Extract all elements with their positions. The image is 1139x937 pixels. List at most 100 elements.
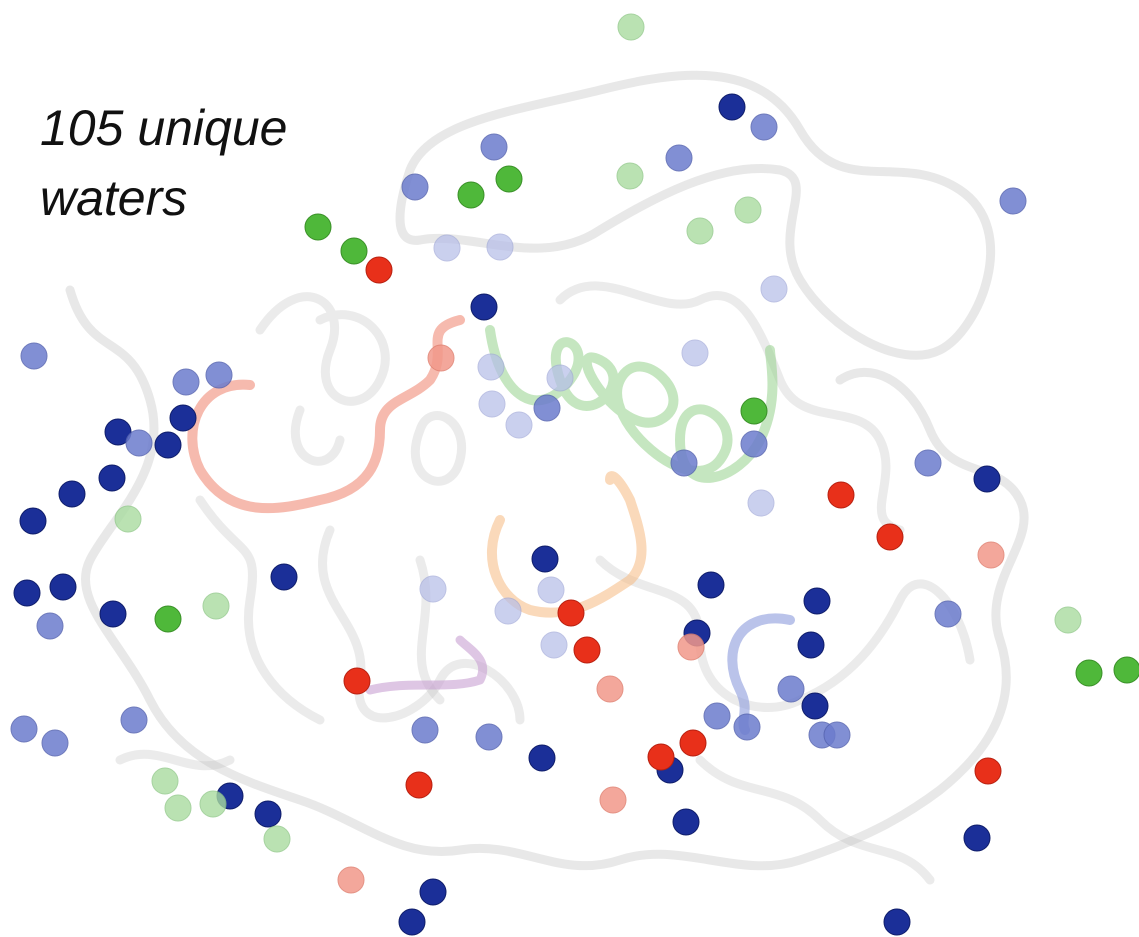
water-sphere <box>420 879 446 905</box>
water-sphere <box>478 354 504 380</box>
water-sphere <box>704 703 730 729</box>
water-sphere <box>975 758 1001 784</box>
water-sphere <box>37 613 63 639</box>
water-sphere <box>877 524 903 550</box>
water-sphere <box>20 508 46 534</box>
water-sphere <box>529 745 555 771</box>
water-sphere <box>305 214 331 240</box>
water-sphere <box>748 490 774 516</box>
water-sphere <box>824 722 850 748</box>
water-sphere <box>434 235 460 261</box>
water-sphere <box>884 909 910 935</box>
annotation-line: waters <box>40 170 187 226</box>
water-sphere <box>538 577 564 603</box>
water-sphere <box>741 431 767 457</box>
water-sphere <box>671 450 697 476</box>
water-sphere <box>200 791 226 817</box>
water-sphere <box>21 343 47 369</box>
water-sphere <box>719 94 745 120</box>
molecule-view: 105 unique waters <box>0 0 1139 937</box>
water-sphere <box>534 395 560 421</box>
water-sphere <box>11 716 37 742</box>
annotation-line: 105 unique <box>40 100 287 156</box>
water-sphere <box>344 668 370 694</box>
water-sphere <box>341 238 367 264</box>
water-sphere <box>532 546 558 572</box>
water-sphere <box>155 606 181 632</box>
ribbon <box>120 500 930 880</box>
water-sphere <box>121 707 147 733</box>
water-sphere <box>1076 660 1102 686</box>
water-sphere <box>648 744 674 770</box>
water-sphere <box>506 412 532 438</box>
water-sphere <box>479 391 505 417</box>
water-sphere <box>271 564 297 590</box>
water-sphere <box>574 637 600 663</box>
water-sphere <box>402 174 428 200</box>
water-sphere <box>471 294 497 320</box>
water-sphere <box>734 714 760 740</box>
water-sphere <box>406 772 432 798</box>
water-sphere <box>42 730 68 756</box>
water-sphere <box>1114 657 1139 683</box>
water-sphere <box>115 506 141 532</box>
water-sphere <box>399 909 425 935</box>
water-sphere <box>687 218 713 244</box>
ribbon-green <box>490 330 773 478</box>
water-sphere <box>597 676 623 702</box>
water-sphere <box>481 134 507 160</box>
water-sphere <box>264 826 290 852</box>
water-sphere <box>100 601 126 627</box>
water-sphere <box>804 588 830 614</box>
water-sphere <box>666 145 692 171</box>
water-sphere <box>558 600 584 626</box>
water-sphere <box>126 430 152 456</box>
water-sphere <box>203 593 229 619</box>
water-sphere <box>618 14 644 40</box>
water-sphere <box>741 398 767 424</box>
water-sphere <box>50 574 76 600</box>
water-sphere <box>974 466 1000 492</box>
ribbon-blue <box>732 618 790 730</box>
water-sphere <box>778 676 804 702</box>
water-sphere <box>915 450 941 476</box>
water-sphere <box>1000 188 1026 214</box>
water-sphere <box>155 432 181 458</box>
water-sphere <box>255 801 281 827</box>
water-sphere <box>1055 607 1081 633</box>
water-sphere <box>338 867 364 893</box>
water-sphere <box>798 632 824 658</box>
water-sphere <box>366 257 392 283</box>
water-sphere <box>802 693 828 719</box>
water-sphere <box>600 787 626 813</box>
water-sphere <box>458 182 484 208</box>
water-sphere <box>978 542 1004 568</box>
water-sphere <box>173 369 199 395</box>
water-sphere <box>495 598 521 624</box>
water-sphere <box>680 730 706 756</box>
water-sphere <box>828 482 854 508</box>
water-sphere <box>751 114 777 140</box>
water-sphere <box>165 795 191 821</box>
water-sphere <box>206 362 232 388</box>
water-sphere <box>964 825 990 851</box>
water-sphere <box>412 717 438 743</box>
water-sphere <box>420 576 446 602</box>
water-sphere <box>735 197 761 223</box>
water-sphere <box>541 632 567 658</box>
water-sphere <box>678 634 704 660</box>
water-sphere <box>487 234 513 260</box>
water-sphere <box>698 572 724 598</box>
water-sphere <box>617 163 643 189</box>
water-sphere <box>682 340 708 366</box>
water-sphere <box>99 465 125 491</box>
water-sphere <box>170 405 196 431</box>
water-sphere <box>935 601 961 627</box>
ribbon-orange <box>492 476 642 613</box>
ribbon <box>260 286 970 720</box>
water-sphere <box>761 276 787 302</box>
water-sphere <box>428 345 454 371</box>
water-sphere <box>476 724 502 750</box>
water-sphere <box>496 166 522 192</box>
water-sphere <box>547 365 573 391</box>
